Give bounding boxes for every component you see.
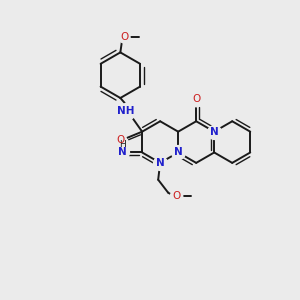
Text: H: H [119,140,126,149]
Text: N: N [174,148,183,158]
Text: N: N [156,158,164,168]
Text: O: O [116,135,124,145]
Text: O: O [120,32,128,42]
Text: N: N [210,127,219,137]
Text: O: O [192,94,200,104]
Text: O: O [172,190,180,201]
Text: N: N [118,148,127,158]
Text: NH: NH [116,106,134,116]
